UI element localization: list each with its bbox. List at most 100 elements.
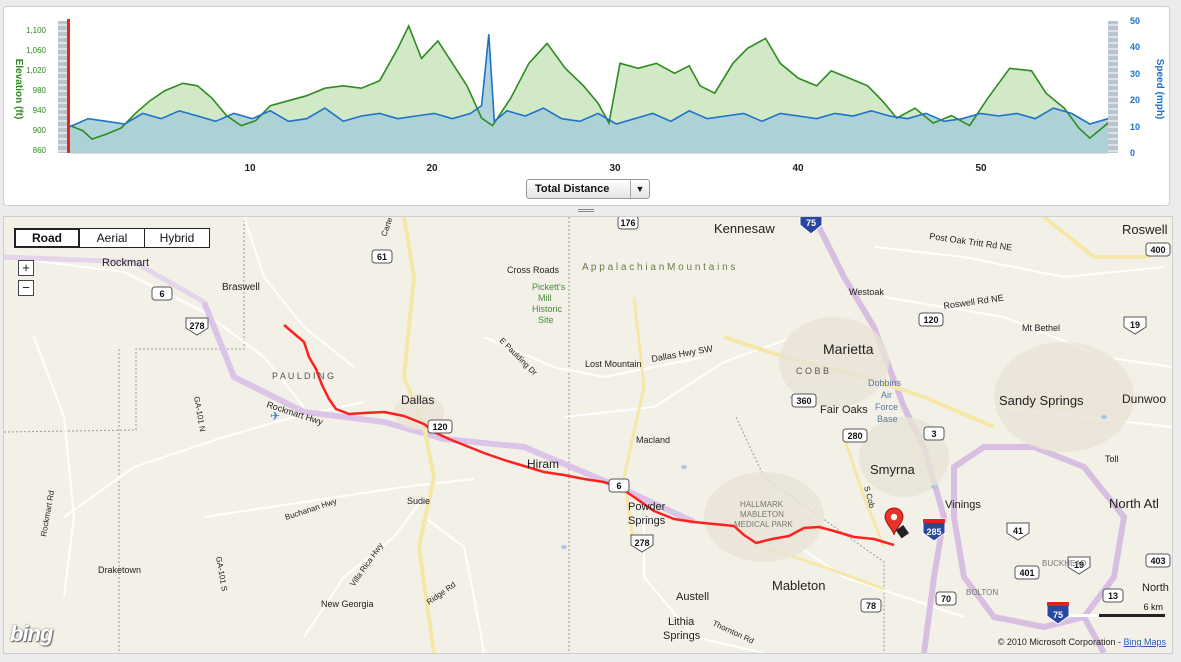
plot-area (69, 24, 1109, 154)
svg-text:120: 120 (432, 422, 447, 432)
svg-text:New Georgia: New Georgia (321, 599, 374, 609)
elevation-chart-panel: 1,100 1,060 1,020 980 940 900 860 Elevat… (3, 6, 1170, 206)
elevation-tick: 860 (33, 146, 47, 155)
svg-text:6: 6 (159, 289, 164, 299)
svg-text:Dunwoo: Dunwoo (1122, 392, 1166, 406)
svg-text:Site: Site (538, 315, 554, 325)
svg-text:Westoak: Westoak (849, 287, 884, 297)
svg-text:Marietta: Marietta (823, 341, 874, 357)
elevation-line (69, 24, 1109, 141)
svg-text:Force: Force (875, 402, 898, 412)
svg-text:Toll: Toll (1105, 454, 1119, 464)
svg-text:Roswell Rd NE: Roswell Rd NE (943, 293, 1004, 311)
urban-areas (394, 317, 1134, 562)
svg-text:401: 401 (1019, 568, 1034, 578)
svg-text:78: 78 (866, 601, 876, 611)
speed-axis: 50 40 30 20 10 0 (1130, 16, 1140, 158)
svg-text:Mt Bethel: Mt Bethel (1022, 323, 1060, 333)
bing-logo: bing (10, 621, 53, 646)
zoom-out-button[interactable]: − (18, 280, 34, 296)
svg-text:Mableton: Mableton (772, 578, 825, 593)
svg-text:278: 278 (634, 538, 649, 548)
svg-text:GA-101 N: GA-101 N (192, 396, 207, 433)
svg-text:Sudie: Sudie (407, 496, 430, 506)
speed-area (70, 34, 1108, 154)
copyright-text: © 2010 Microsoft Corporation - (997, 637, 1124, 647)
svg-text:176: 176 (620, 218, 635, 228)
distance-mode-label: Total Distance (535, 183, 610, 195)
svg-text:403: 403 (1150, 556, 1165, 566)
elevation-tick: 980 (33, 86, 47, 95)
speed-tick: 40 (1130, 42, 1140, 52)
svg-text:278: 278 (189, 321, 204, 331)
elevation-tick: 900 (33, 126, 47, 135)
left-gauge (58, 19, 70, 153)
elevation-axis: 1,100 1,060 1,020 980 940 900 860 (26, 26, 47, 155)
svg-text:19: 19 (1130, 320, 1140, 330)
svg-text:75: 75 (806, 218, 816, 228)
svg-text:Smyrna: Smyrna (870, 462, 916, 477)
svg-text:Draketown: Draketown (98, 565, 141, 575)
distance-tick: 30 (609, 163, 621, 174)
svg-text:MEDICAL PARK: MEDICAL PARK (734, 520, 793, 529)
svg-text:Kennesaw: Kennesaw (714, 221, 775, 236)
svg-text:C O B B: C O B B (796, 366, 829, 376)
location-pin-icon[interactable] (884, 507, 910, 541)
svg-text:HALLMARK: HALLMARK (740, 500, 784, 509)
svg-text:BOLTON: BOLTON (966, 588, 998, 597)
speed-tick: 50 (1130, 16, 1140, 26)
svg-text:Rockmart Rd: Rockmart Rd (39, 490, 56, 538)
svg-text:P A U L D I N G: P A U L D I N G (272, 371, 334, 381)
svg-text:285: 285 (926, 527, 941, 537)
svg-text:360: 360 (796, 396, 811, 406)
svg-text:19: 19 (1074, 560, 1084, 570)
svg-text:3: 3 (931, 429, 936, 439)
copyright-notice: © 2010 Microsoft Corporation - Bing Maps (998, 637, 1166, 647)
county-boundaries (4, 217, 885, 653)
chevron-down-icon[interactable]: ▼ (630, 180, 649, 198)
elevation-tick: 940 (33, 106, 47, 115)
speed-tick: 20 (1130, 95, 1140, 105)
elevation-tick: 1,060 (26, 46, 47, 55)
elevation-tick: 1,020 (26, 66, 47, 75)
gps-route[interactable] (283, 324, 895, 547)
zoom-in-button[interactable]: + (18, 260, 34, 276)
svg-text:400: 400 (1150, 245, 1165, 255)
svg-text:Cross Roads: Cross Roads (507, 265, 560, 275)
airport-icon: ✈ (270, 409, 280, 423)
distance-mode-select[interactable]: Total Distance ▼ (526, 179, 650, 199)
svg-text:75: 75 (1053, 610, 1063, 620)
svg-text:Springs: Springs (663, 630, 701, 642)
svg-text:Fair Oaks: Fair Oaks (820, 404, 868, 416)
distance-tick: 10 (244, 163, 256, 174)
svg-text:Mill: Mill (538, 293, 552, 303)
map-type-hybrid[interactable]: Hybrid (159, 231, 195, 245)
speed-tick: 10 (1130, 122, 1140, 132)
svg-text:A p p a l a c h i a n M o: A p p a l a c h i a n M o u n t a i n s (582, 262, 735, 273)
svg-text:Post Oak Tritt Rd NE: Post Oak Tritt Rd NE (929, 231, 1013, 253)
distance-axis: 10 20 30 40 50 (244, 163, 987, 174)
map-canvas[interactable]: 176 75 61 6 278 120 120 360 280 3 6 278 … (4, 217, 1172, 653)
panel-resize-handle[interactable] (578, 208, 594, 214)
svg-text:MABLETON: MABLETON (740, 510, 784, 519)
scale-bar: 6 km (1069, 602, 1165, 617)
svg-text:120: 120 (923, 315, 938, 325)
map-type-aerial[interactable]: Aerial (80, 229, 145, 247)
svg-text:E Paulding Dr: E Paulding Dr (498, 336, 540, 378)
map-type-road[interactable]: Road (15, 229, 80, 247)
svg-text:280: 280 (847, 431, 862, 441)
svg-text:61: 61 (377, 252, 387, 262)
svg-text:Villa Rica Hwy: Villa Rica Hwy (348, 541, 385, 588)
bing-maps-link[interactable]: Bing Maps (1123, 637, 1166, 647)
scale-label: 6 km (1143, 602, 1163, 612)
svg-text:BUCKHEAD: BUCKHEAD (1042, 559, 1087, 568)
route-shields: 176 75 61 6 278 120 120 360 280 3 6 278 … (151, 217, 1171, 625)
elevation-axis-title: Elevation (ft) (13, 59, 24, 120)
elevation-speed-chart[interactable]: 1,100 1,060 1,020 980 940 900 860 Elevat… (4, 7, 1169, 205)
svg-text:Powder: Powder (628, 501, 666, 513)
place-labels: Kennesaw Roswell Rockmart Braswell Cross… (39, 217, 1169, 646)
svg-text:Historic: Historic (532, 304, 563, 314)
svg-text:Dobbins: Dobbins (868, 378, 902, 388)
svg-text:Austell: Austell (676, 591, 709, 603)
route-map[interactable]: 176 75 61 6 278 120 120 360 280 3 6 278 … (3, 216, 1173, 654)
